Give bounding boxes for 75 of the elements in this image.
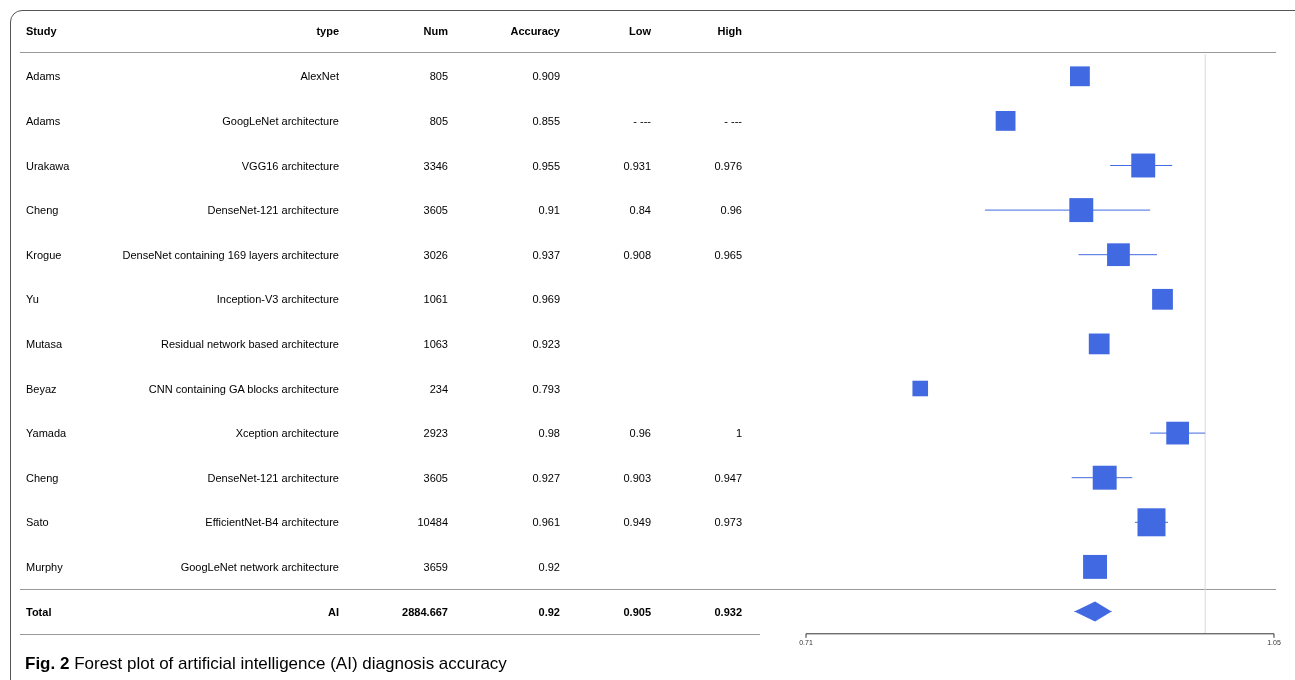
text: 234 — [429, 381, 448, 396]
text: Yu — [26, 292, 39, 307]
text: 0.949 — [623, 515, 651, 530]
text: 0.927 — [532, 470, 560, 485]
text: Beyaz — [26, 381, 57, 396]
text: 0.965 — [714, 247, 742, 262]
text: - --- — [633, 113, 651, 128]
text: 2923 — [423, 426, 448, 441]
text: 0.793 — [532, 381, 560, 396]
text: 0.908 — [623, 247, 651, 262]
text: VGG16 architecture — [241, 158, 339, 173]
text: CNN containing GA blocks architecture — [148, 381, 339, 396]
text: AlexNet — [300, 69, 339, 84]
text: 3659 — [423, 559, 448, 574]
text: AI — [328, 604, 339, 619]
text: 0.961 — [532, 515, 560, 530]
text: 2884.667 — [402, 604, 448, 619]
text: Adams — [26, 113, 61, 128]
text: Inception-V3 architecture — [216, 292, 339, 307]
text: EfficientNet-B4 architecture — [205, 515, 339, 530]
text: 805 — [429, 113, 448, 128]
text: 0.909 — [532, 69, 560, 84]
text: Study — [26, 24, 57, 38]
text: GoogLeNet architecture — [222, 113, 339, 128]
text: 0.98 — [538, 426, 560, 441]
text: Yamada — [26, 426, 67, 441]
text: 0.976 — [714, 158, 742, 173]
caption: Fig. 2 Forest plot of artificial intelligence (AI) diagnosis accuracy — [25, 654, 507, 674]
text: 0.932 — [714, 604, 742, 619]
text: Residual network based architecture — [161, 336, 339, 351]
text: Low — [629, 24, 651, 38]
text: Murphy — [26, 559, 63, 574]
text: Sato — [26, 515, 49, 530]
text: 0.931 — [623, 158, 651, 173]
text: Num — [423, 24, 448, 38]
text: 0.84 — [629, 203, 651, 218]
text: type — [316, 24, 339, 38]
text: Accuracy — [510, 24, 560, 38]
text: Cheng — [26, 203, 59, 218]
text: 0.973 — [714, 515, 742, 530]
text: 1063 — [423, 336, 448, 351]
text: Total — [26, 604, 52, 619]
text: 0.92 — [538, 559, 560, 574]
text: DenseNet-121 architecture — [207, 203, 339, 218]
text: 0.96 — [720, 203, 742, 218]
text: 3605 — [423, 203, 448, 218]
text: DenseNet-121 architecture — [207, 470, 339, 485]
text: Mutasa — [26, 336, 63, 351]
text: Krogue — [26, 247, 62, 262]
text: 3605 — [423, 470, 448, 485]
text: 0.969 — [532, 292, 560, 307]
text: 0.937 — [532, 247, 560, 262]
text: 3346 — [423, 158, 448, 173]
text: 0.91 — [538, 203, 560, 218]
text: 10484 — [417, 515, 448, 530]
text: 0.903 — [623, 470, 651, 485]
text: Xception architecture — [235, 426, 339, 441]
text: 0.923 — [532, 336, 560, 351]
text: 1061 — [423, 292, 448, 307]
text: 0.855 — [532, 113, 560, 128]
text: 0.955 — [532, 158, 560, 173]
text: 0.947 — [714, 470, 742, 485]
text: 0.96 — [629, 426, 651, 441]
text: 0.905 — [623, 604, 651, 619]
text: Urakawa — [26, 158, 70, 173]
text: Adams — [26, 69, 61, 84]
text: GoogLeNet network architecture — [180, 559, 339, 574]
text: 805 — [429, 69, 448, 84]
text: High — [717, 24, 742, 38]
text: 1 — [735, 426, 742, 441]
text: 0.92 — [538, 604, 560, 619]
text: - --- — [724, 113, 742, 128]
text: 3026 — [423, 247, 448, 262]
text: Cheng — [26, 470, 59, 485]
text: DenseNet containing 169 layers architecture — [122, 247, 339, 262]
